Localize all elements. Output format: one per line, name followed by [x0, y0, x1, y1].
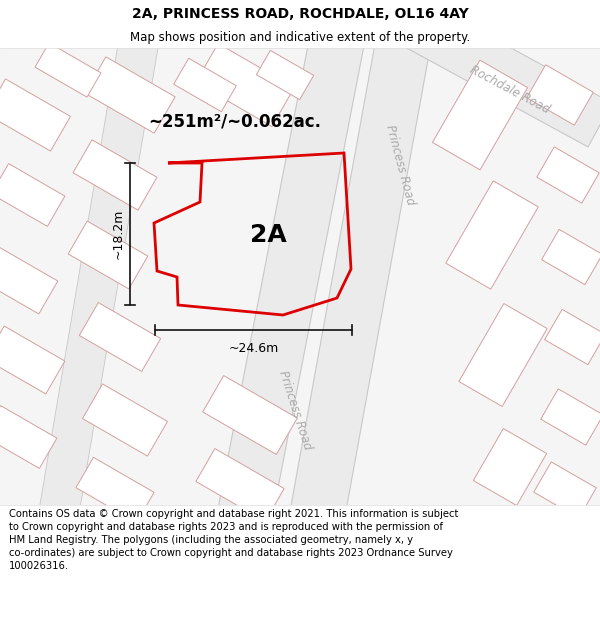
Polygon shape: [173, 58, 236, 112]
Text: ~251m²/~0.062ac.: ~251m²/~0.062ac.: [148, 112, 321, 130]
Polygon shape: [196, 44, 295, 126]
Polygon shape: [446, 181, 538, 289]
Polygon shape: [0, 326, 65, 394]
Text: ~24.6m: ~24.6m: [229, 342, 278, 355]
Polygon shape: [196, 449, 284, 521]
Polygon shape: [433, 60, 527, 170]
Polygon shape: [527, 65, 593, 125]
Polygon shape: [283, 0, 437, 560]
Polygon shape: [459, 304, 547, 406]
Polygon shape: [30, 2, 165, 568]
Polygon shape: [473, 429, 547, 506]
Polygon shape: [542, 229, 600, 284]
Polygon shape: [83, 384, 167, 456]
Polygon shape: [68, 221, 148, 289]
Polygon shape: [534, 462, 596, 518]
Polygon shape: [0, 406, 57, 468]
Polygon shape: [208, 20, 367, 570]
Polygon shape: [76, 458, 154, 522]
Polygon shape: [0, 164, 65, 226]
Polygon shape: [79, 302, 161, 371]
Polygon shape: [0, 79, 70, 151]
Polygon shape: [73, 140, 157, 210]
Text: 2A: 2A: [250, 223, 286, 247]
Text: ~18.2m: ~18.2m: [112, 209, 125, 259]
Text: Rochdale Road: Rochdale Road: [468, 64, 552, 116]
Polygon shape: [85, 57, 175, 133]
Polygon shape: [537, 147, 599, 203]
Polygon shape: [541, 389, 600, 445]
Text: 2A, PRINCESS ROAD, ROCHDALE, OL16 4AY: 2A, PRINCESS ROAD, ROCHDALE, OL16 4AY: [131, 8, 469, 21]
Text: Princess Road: Princess Road: [276, 369, 314, 451]
Text: Contains OS data © Crown copyright and database right 2021. This information is : Contains OS data © Crown copyright and d…: [9, 509, 458, 571]
Polygon shape: [203, 376, 298, 454]
Text: Map shows position and indicative extent of the property.: Map shows position and indicative extent…: [130, 31, 470, 44]
Polygon shape: [0, 246, 58, 314]
Polygon shape: [35, 43, 101, 97]
Text: Princess Road: Princess Road: [383, 123, 417, 207]
Polygon shape: [256, 51, 314, 99]
Polygon shape: [545, 309, 600, 364]
Polygon shape: [368, 0, 600, 147]
